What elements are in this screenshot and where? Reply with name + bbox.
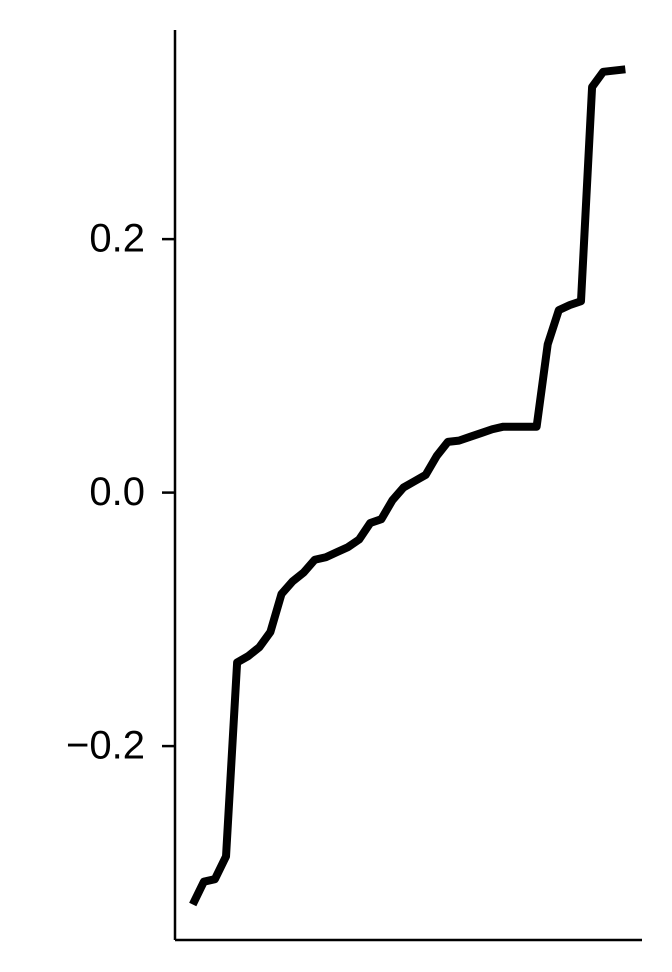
y-tick-label: 0.2 [89, 217, 145, 261]
line [189, 65, 626, 907]
y-tick-label: 0.0 [89, 470, 145, 514]
y-tick-label: −0.2 [66, 724, 145, 768]
